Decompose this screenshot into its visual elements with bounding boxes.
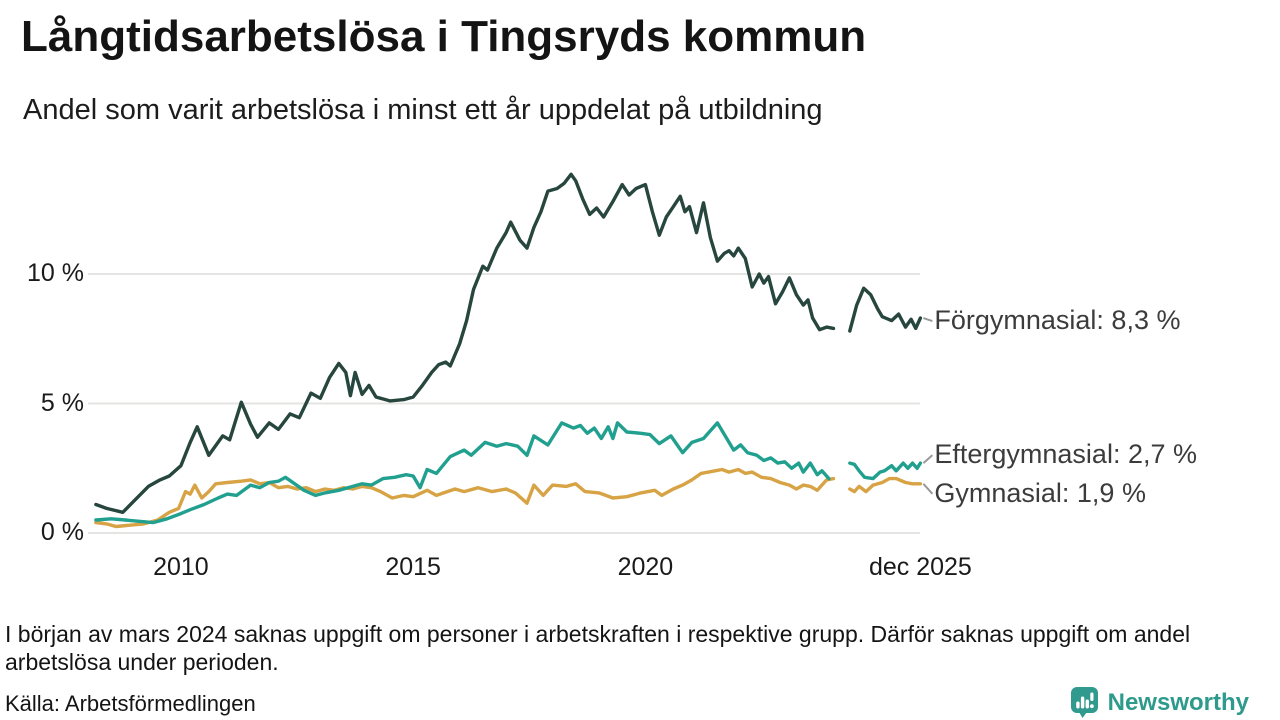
y-tick-label: 0 % xyxy=(40,518,84,546)
series-line-eftergymnasial xyxy=(848,461,923,481)
series-line-eftergymnasial xyxy=(94,421,831,525)
x-tick-label: 2020 xyxy=(617,553,674,581)
y-tick-label: 5 % xyxy=(40,388,84,417)
series-line-förgymnasial xyxy=(848,286,923,333)
series-end-label-gymnasial: Gymnasial: 1,9 % xyxy=(934,477,1146,508)
series-line-gymnasial xyxy=(94,467,836,529)
label-connector xyxy=(923,317,933,322)
label-connector xyxy=(922,454,934,464)
page-title: Långtidsarbetslösa i Tingsryds kommun xyxy=(21,12,867,61)
newsworthy-brand: Newsworthy xyxy=(1070,686,1249,719)
newsworthy-logo-text: Newsworthy xyxy=(1107,688,1249,716)
chart-subtitle: Andel som varit arbetslösa i minst ett å… xyxy=(23,94,823,126)
source-note: Källa: Arbetsförmedlingen xyxy=(5,691,256,716)
series-line-förgymnasial xyxy=(94,172,836,514)
x-tick-label: 2015 xyxy=(385,553,441,581)
series-line-gymnasial xyxy=(848,476,923,494)
label-connector xyxy=(922,483,934,495)
x-tick-label: dec 2025 xyxy=(868,553,972,581)
newsworthy-logo-icon xyxy=(1070,687,1098,718)
chart-footnote: I början av mars 2024 saknas uppgift om … xyxy=(5,621,1191,675)
x-tick-label: 2010 xyxy=(153,553,209,581)
series-end-label-eftergymnasial: Eftergymnasial: 2,7 % xyxy=(934,439,1197,470)
series-end-label-forgymnasial: Förgymnasial: 8,3 % xyxy=(934,305,1181,336)
y-tick-label: 10 % xyxy=(27,259,84,287)
